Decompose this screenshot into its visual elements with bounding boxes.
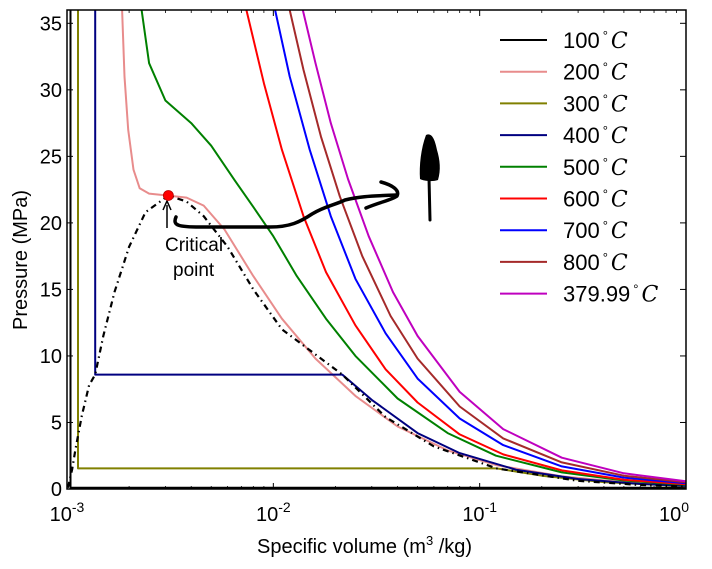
scribble-arrow-line — [173, 193, 398, 229]
legend-item-379.99: 379.99 ° C — [500, 282, 659, 308]
critical-label-line2: point — [173, 260, 215, 281]
legend: 100 ° C 200 ° C 300 ° C 400 ° C 500 ° C 600 ° C 700 ° C 800 ° C… — [500, 28, 659, 308]
legend-label: 300 ° C — [563, 91, 628, 117]
x-axis-label-superscript: 3 — [426, 533, 433, 548]
legend-item-500: 500 ° C — [500, 155, 628, 181]
series-line-700 — [274, 10, 686, 485]
critical-point-marker — [162, 190, 174, 201]
x-tick-label: 100 — [659, 499, 689, 526]
plot-frame — [66, 9, 687, 490]
legend-item-800: 800 ° C — [500, 250, 628, 276]
legend-item-100: 100 ° C — [500, 28, 628, 54]
scribble-arrow-head — [364, 180, 400, 210]
x-tick-label: 10-2 — [256, 499, 291, 526]
legend-item-400: 400 ° C — [500, 123, 628, 149]
x-axis-label: Specific volume (m3 /kg) — [257, 533, 472, 558]
annotation-arrow-head — [162, 199, 172, 211]
legend-label: 700 ° C — [563, 218, 628, 244]
series-line-500 — [140, 10, 686, 486]
critical-label-line1: Critical — [165, 235, 223, 256]
series-line-400 — [94, 10, 686, 487]
y-tick-label: 0 — [51, 479, 62, 501]
legend-label: 379.99 ° C — [563, 282, 659, 308]
legend-item-600: 600 ° C — [500, 187, 628, 213]
axes: 0 5 10 15 20 25 30 35 10-3 10-2 10-1 100 — [40, 9, 689, 526]
legend-label: 100 ° C — [563, 28, 628, 54]
legend-label: 400 ° C — [563, 123, 628, 149]
hand-drawn-arrow — [173, 180, 400, 229]
saturation-dome-layer — [67, 194, 686, 488]
x-tick-label: 10-3 — [50, 499, 85, 526]
y-tick-label: 25 — [40, 146, 62, 168]
legend-label: 600 ° C — [563, 187, 628, 213]
y-tick-label: 30 — [40, 80, 62, 102]
legend-label: 500 ° C — [563, 155, 628, 181]
legend-item-700: 700 ° C — [500, 218, 628, 244]
series-line-600 — [245, 10, 686, 486]
saturation-dome-line — [67, 194, 686, 488]
legend-label: 800 ° C — [563, 250, 628, 276]
x-tick-label: 10-1 — [462, 499, 497, 526]
tree-trunk — [427, 176, 432, 222]
critical-point-annotation: Critical point — [162, 199, 223, 281]
y-axis-label: Pressure (MPa) — [10, 190, 32, 330]
y-tick-label: 5 — [51, 412, 62, 434]
series-line-379.99 — [301, 10, 686, 483]
legend-item-300: 300 ° C — [500, 91, 628, 117]
legend-item-200: 200 ° C — [500, 60, 628, 86]
series-line-100 — [69, 10, 686, 489]
tree-canopy — [419, 134, 440, 182]
plot-background — [67, 10, 686, 489]
y-tick-label: 35 — [40, 13, 62, 35]
series-line-200 — [121, 10, 686, 487]
legend-label: 200 ° C — [563, 60, 628, 86]
series-line-800 — [288, 10, 686, 484]
y-tick-label: 15 — [40, 279, 62, 301]
hand-drawn-tree — [419, 134, 440, 222]
y-tick-label: 10 — [40, 346, 62, 368]
y-tick-label: 20 — [40, 213, 62, 235]
